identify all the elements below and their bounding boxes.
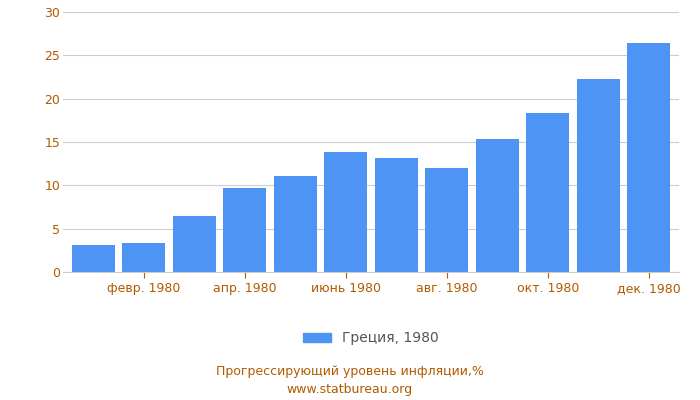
Bar [223, 188, 266, 272]
Text: Прогрессирующий уровень инфляции,%: Прогрессирующий уровень инфляции,% [216, 366, 484, 378]
Bar [476, 139, 519, 272]
Text: www.statbureau.org: www.statbureau.org [287, 384, 413, 396]
Bar [526, 112, 569, 272]
Legend: Греция, 1980: Греция, 1980 [298, 326, 444, 351]
Bar [577, 79, 620, 272]
Bar [72, 245, 115, 272]
Bar [274, 176, 316, 272]
Bar [324, 152, 368, 272]
Bar [122, 242, 165, 272]
Bar [173, 216, 216, 272]
Bar [426, 168, 468, 272]
Bar [627, 43, 670, 272]
Bar [374, 158, 418, 272]
